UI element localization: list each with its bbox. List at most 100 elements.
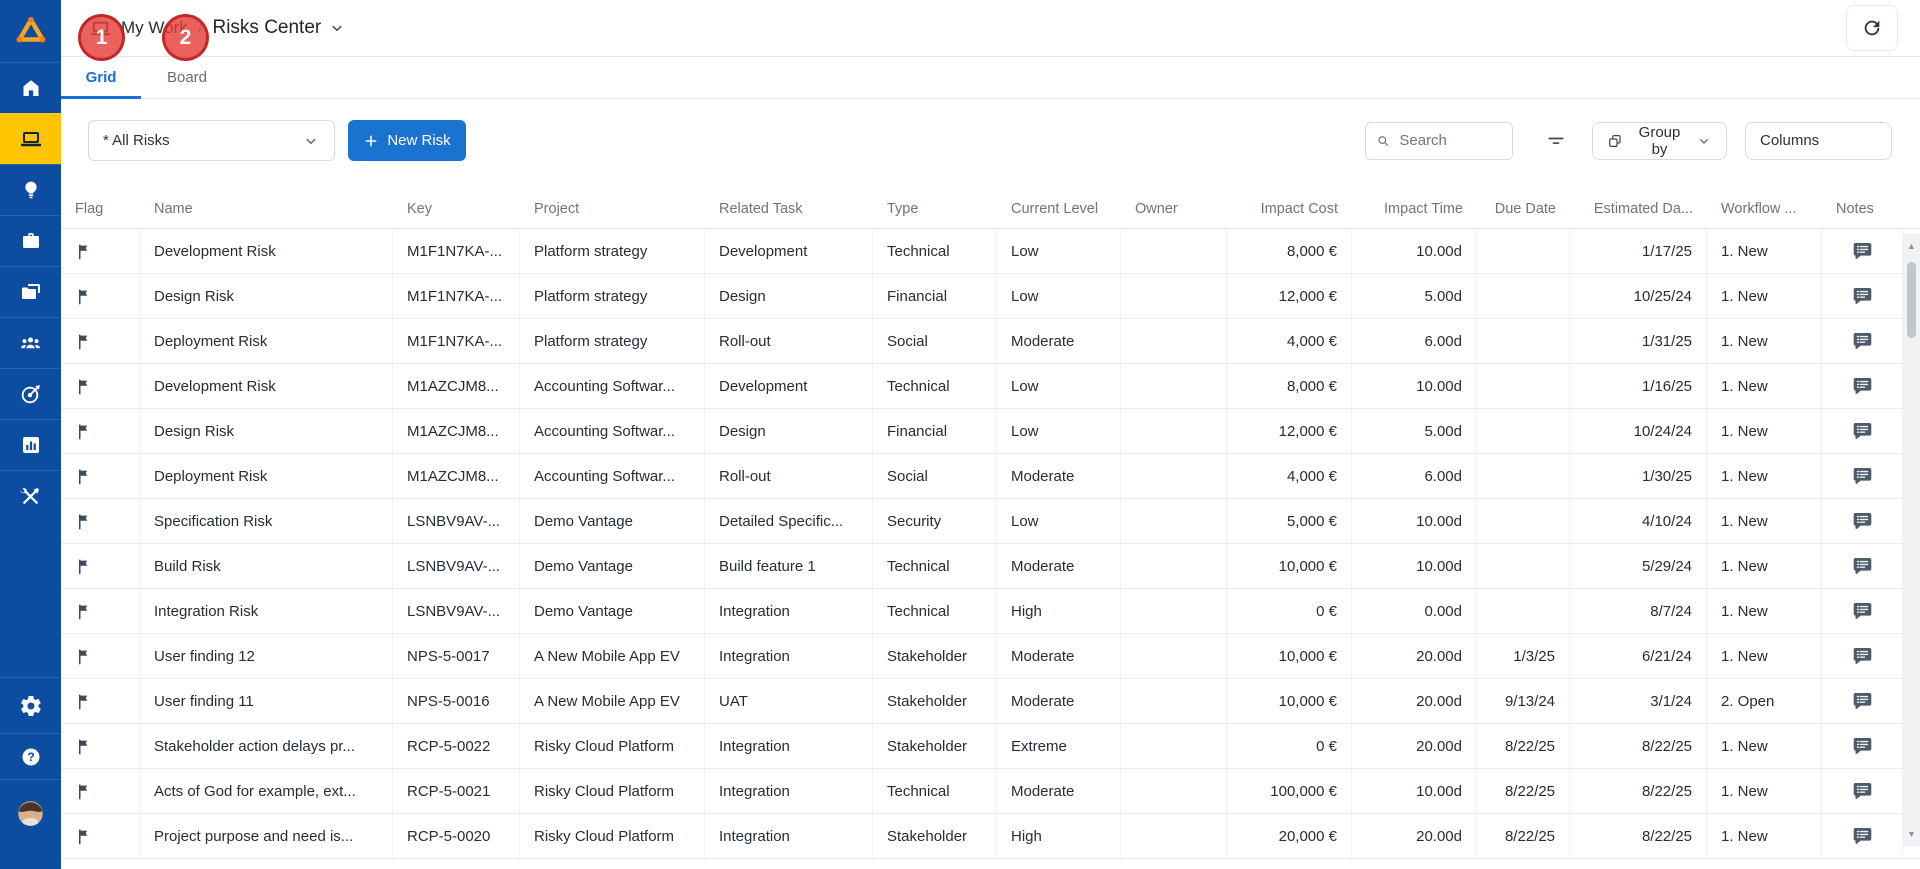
notes-icon[interactable] xyxy=(1850,464,1875,488)
sidebar-item-team[interactable] xyxy=(0,317,61,368)
name-cell[interactable]: User finding 11 xyxy=(140,679,393,723)
table-row[interactable]: Development Risk M1AZCJM8... Accounting … xyxy=(61,364,1920,409)
related-task-cell[interactable]: Integration xyxy=(705,724,873,768)
app-logo[interactable] xyxy=(0,0,61,62)
flag-icon[interactable] xyxy=(75,692,94,711)
name-cell[interactable]: Stakeholder action delays pr... xyxy=(140,724,393,768)
new-risk-button[interactable]: New Risk xyxy=(348,120,466,161)
related-task-cell[interactable]: Detailed Specific... xyxy=(705,499,873,543)
name-cell[interactable]: Design Risk xyxy=(140,409,393,453)
scrollbar-thumb[interactable] xyxy=(1907,262,1916,338)
flag-icon[interactable] xyxy=(75,557,94,576)
notes-icon[interactable] xyxy=(1850,374,1875,398)
project-cell[interactable]: Accounting Softwar... xyxy=(520,454,705,498)
related-task-cell[interactable]: Build feature 1 xyxy=(705,544,873,588)
flag-icon[interactable] xyxy=(75,377,94,396)
table-row[interactable]: Design Risk M1AZCJM8... Accounting Softw… xyxy=(61,409,1920,454)
project-cell[interactable]: Demo Vantage xyxy=(520,544,705,588)
table-row[interactable]: Specification Risk LSNBV9AV-... Demo Van… xyxy=(61,499,1920,544)
risk-view-filter-select[interactable]: * All Risks xyxy=(88,120,335,161)
scroll-down-arrow-icon[interactable]: ▼ xyxy=(1907,829,1916,839)
table-row[interactable]: Project purpose and need is... RCP-5-002… xyxy=(61,814,1920,859)
related-task-cell[interactable]: Design xyxy=(705,409,873,453)
column-header[interactable]: Notes xyxy=(1836,201,1874,217)
table-row[interactable]: Deployment Risk M1AZCJM8... Accounting S… xyxy=(61,454,1920,499)
related-task-cell[interactable]: UAT xyxy=(705,679,873,723)
column-header[interactable]: Impact Cost xyxy=(1260,201,1338,217)
table-row[interactable]: Integration Risk LSNBV9AV-... Demo Vanta… xyxy=(61,589,1920,634)
tab-grid[interactable]: Grid xyxy=(61,57,141,99)
refresh-button[interactable] xyxy=(1846,5,1898,51)
notes-icon[interactable] xyxy=(1850,329,1875,353)
column-header[interactable]: Owner xyxy=(1135,201,1178,217)
name-cell[interactable]: Design Risk xyxy=(140,274,393,318)
column-header[interactable]: Current Level xyxy=(1011,201,1099,217)
project-cell[interactable]: Platform strategy xyxy=(520,229,705,273)
name-cell[interactable]: Development Risk xyxy=(140,229,393,273)
flag-icon[interactable] xyxy=(75,512,94,531)
sidebar-item-projects[interactable] xyxy=(0,266,61,317)
sidebar-item-ideas[interactable] xyxy=(0,164,61,215)
name-cell[interactable]: Development Risk xyxy=(140,364,393,408)
related-task-cell[interactable]: Roll-out xyxy=(705,454,873,498)
sidebar-item-my-work[interactable] xyxy=(0,113,61,164)
columns-button[interactable]: Columns xyxy=(1745,121,1892,160)
flag-icon[interactable] xyxy=(75,782,94,801)
related-task-cell[interactable]: Integration xyxy=(705,634,873,678)
flag-icon[interactable] xyxy=(75,422,94,441)
table-row[interactable]: Development Risk M1F1N7KA-... Platform s… xyxy=(61,229,1920,274)
flag-icon[interactable] xyxy=(75,647,94,666)
project-cell[interactable]: Demo Vantage xyxy=(520,499,705,543)
sidebar-item-home[interactable] xyxy=(0,62,61,113)
flag-icon[interactable] xyxy=(75,602,94,621)
notes-icon[interactable] xyxy=(1850,779,1875,803)
related-task-cell[interactable]: Development xyxy=(705,364,873,408)
column-header[interactable]: Flag xyxy=(75,201,104,217)
flag-icon[interactable] xyxy=(75,827,94,846)
column-header[interactable]: Impact Time xyxy=(1384,201,1463,217)
table-row[interactable]: Design Risk M1F1N7KA-... Platform strate… xyxy=(61,274,1920,319)
table-row[interactable]: Stakeholder action delays pr... RCP-5-00… xyxy=(61,724,1920,769)
sidebar-item-goals[interactable] xyxy=(0,368,61,419)
notes-icon[interactable] xyxy=(1850,689,1875,713)
flag-icon[interactable] xyxy=(75,242,94,261)
sidebar-item-settings[interactable] xyxy=(0,677,61,733)
related-task-cell[interactable]: Integration xyxy=(705,769,873,813)
vertical-scrollbar[interactable]: ▲ ▼ xyxy=(1903,234,1920,846)
notes-icon[interactable] xyxy=(1850,419,1875,443)
name-cell[interactable]: Deployment Risk xyxy=(140,319,393,363)
project-cell[interactable]: A New Mobile App EV xyxy=(520,679,705,723)
related-task-cell[interactable]: Design xyxy=(705,274,873,318)
notes-icon[interactable] xyxy=(1850,284,1875,308)
notes-icon[interactable] xyxy=(1850,599,1875,623)
flag-icon[interactable] xyxy=(75,287,94,306)
sidebar-item-reports[interactable] xyxy=(0,419,61,470)
sidebar-item-tools[interactable] xyxy=(0,470,61,521)
flag-icon[interactable] xyxy=(75,467,94,486)
notes-icon[interactable] xyxy=(1850,554,1875,578)
project-cell[interactable]: Accounting Softwar... xyxy=(520,364,705,408)
name-cell[interactable]: Specification Risk xyxy=(140,499,393,543)
name-cell[interactable]: Build Risk xyxy=(140,544,393,588)
related-task-cell[interactable]: Development xyxy=(705,229,873,273)
table-row[interactable]: Build Risk LSNBV9AV-... Demo Vantage Bui… xyxy=(61,544,1920,589)
column-header[interactable]: Workflow ... xyxy=(1721,201,1797,217)
table-row[interactable]: Acts of God for example, ext... RCP-5-00… xyxy=(61,769,1920,814)
column-header[interactable]: Estimated Da... xyxy=(1593,201,1693,217)
search-input[interactable] xyxy=(1397,131,1502,150)
column-header[interactable]: Name xyxy=(154,201,193,217)
project-cell[interactable]: Demo Vantage xyxy=(520,589,705,633)
name-cell[interactable]: Integration Risk xyxy=(140,589,393,633)
notes-icon[interactable] xyxy=(1850,734,1875,758)
flag-icon[interactable] xyxy=(75,332,94,351)
flag-icon[interactable] xyxy=(75,737,94,756)
page-switcher-chevron-icon[interactable] xyxy=(328,19,346,37)
project-cell[interactable]: Risky Cloud Platform xyxy=(520,769,705,813)
column-header[interactable]: Related Task xyxy=(719,201,803,217)
related-task-cell[interactable]: Integration xyxy=(705,814,873,858)
name-cell[interactable]: User finding 12 xyxy=(140,634,393,678)
project-cell[interactable]: Risky Cloud Platform xyxy=(520,814,705,858)
project-cell[interactable]: Accounting Softwar... xyxy=(520,409,705,453)
column-header[interactable]: Due Date xyxy=(1494,201,1556,217)
filter-button[interactable] xyxy=(1536,121,1576,160)
